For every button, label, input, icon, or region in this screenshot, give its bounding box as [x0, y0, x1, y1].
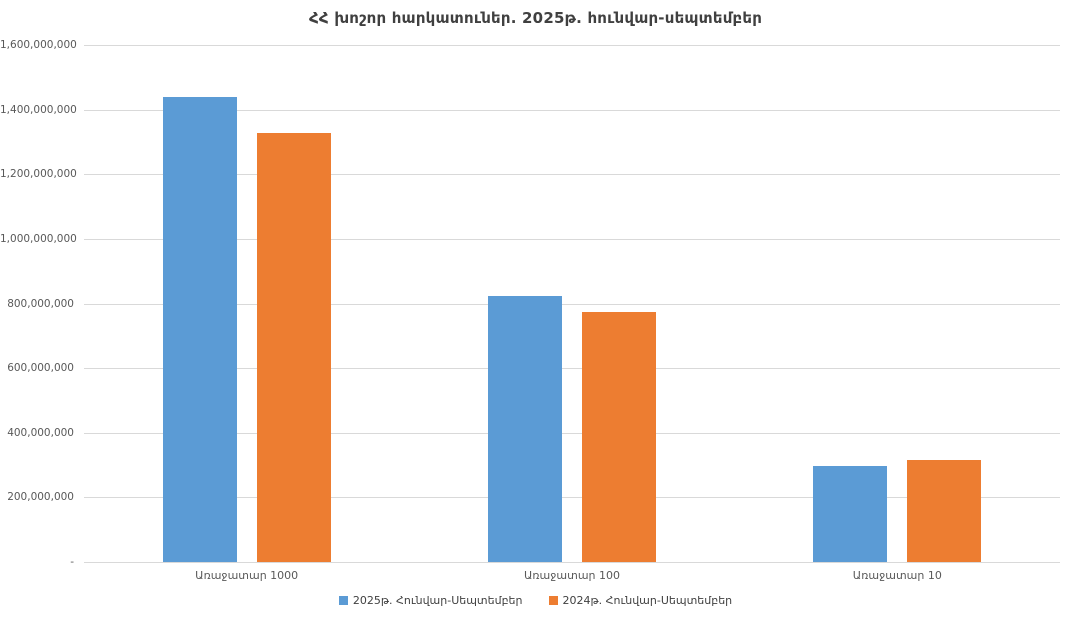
gridline — [84, 432, 1060, 434]
y-axis-tick-label: 600,000,000 — [7, 362, 74, 375]
y-axis-tick-label: - — [70, 556, 74, 568]
gridline — [84, 562, 1060, 563]
legend-label: 2024թ. Հունվար-Սեպտեմբեր — [562, 594, 733, 607]
y-axis-tick-label: 1,400,000,000 — [0, 103, 77, 116]
legend-swatch-icon — [338, 596, 348, 605]
gridline — [84, 174, 1060, 176]
chart-legend: 2025թ. Հունվար-Սեպտեմբեր 2024թ. Հունվար-Ս… — [0, 594, 1071, 607]
x-axis-label: Առաջատար 100 — [523, 569, 621, 582]
y-axis-tick-label: 1,000,000,000 — [0, 232, 77, 245]
y-axis-tick-label: 1,200,000,000 — [0, 168, 77, 181]
gridline — [84, 497, 1060, 499]
legend-label: 2025թ. Հունվար-Սեպտեմբեր — [352, 594, 523, 607]
y-axis-tick-label: 400,000,000 — [7, 426, 74, 439]
chart-title: ՀՀ խոշոր հարկատուներ. 2025թ. հունվար-սեպ… — [308, 9, 763, 27]
bar-series-0-category-2 — [813, 466, 888, 562]
bar-series-0-category-0 — [162, 96, 237, 562]
bar-series-1-category-0 — [256, 133, 331, 562]
gridline — [84, 303, 1060, 305]
bar-series-1-category-2 — [907, 459, 982, 562]
gridline — [84, 109, 1060, 111]
bar-series-1-category-1 — [582, 311, 656, 562]
legend-swatch-icon — [548, 596, 558, 605]
gridline — [84, 45, 1060, 46]
legend-item: 2025թ. Հունվար-Սեպտեմբեր — [338, 594, 523, 607]
bar-series-0-category-1 — [488, 295, 562, 562]
legend-item: 2024թ. Հունվար-Սեպտեմբեր — [548, 594, 733, 607]
y-axis-tick-label: 800,000,000 — [7, 297, 74, 310]
gridline — [84, 238, 1060, 240]
y-axis-tick-label: 1,600,000,000 — [0, 39, 77, 51]
y-axis-tick-label: 200,000,000 — [7, 491, 74, 504]
x-axis-label: Առաջատար 10 — [852, 569, 942, 582]
gridline — [84, 368, 1060, 370]
x-axis-label: Առաջատար 1000 — [195, 569, 299, 582]
